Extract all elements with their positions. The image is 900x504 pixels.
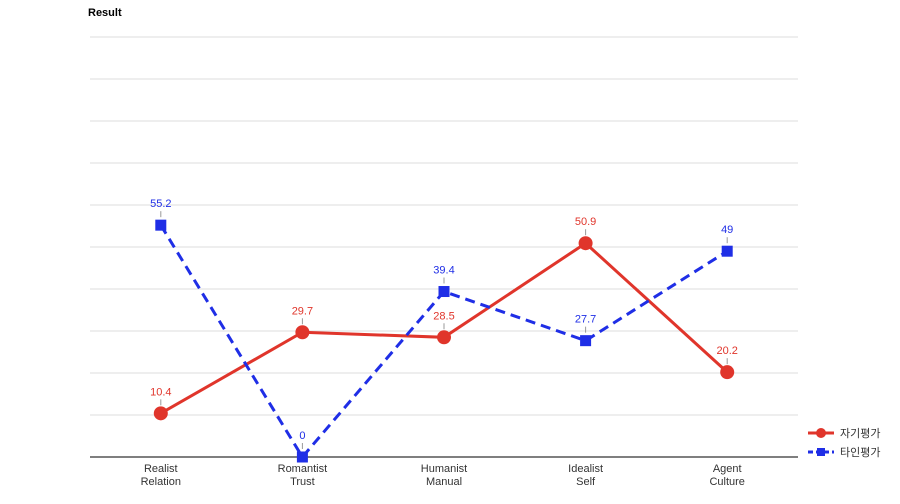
- point: [155, 219, 167, 231]
- point: [438, 286, 450, 298]
- data-label: 55.2: [150, 198, 171, 210]
- data-label: 27.7: [575, 314, 596, 326]
- legend-marker: [817, 448, 825, 456]
- data-label: 28.5: [433, 310, 454, 322]
- x-tick-label: Realist Relation: [140, 463, 181, 488]
- legend-marker: [816, 428, 826, 438]
- point: [437, 330, 451, 345]
- x-tick-label: Agent Culture: [709, 463, 745, 488]
- x-tick-label: Idealist Self: [568, 463, 604, 488]
- data-label: 10.4: [150, 386, 171, 398]
- point: [153, 406, 168, 421]
- point: [296, 451, 308, 463]
- chart-title: Result: [88, 7, 122, 19]
- data-label: 29.7: [292, 305, 313, 317]
- data-label: 39.4: [433, 265, 454, 277]
- point: [578, 236, 593, 251]
- point: [580, 335, 592, 347]
- x-tick-label: Humanist Manual: [420, 463, 468, 488]
- data-label: 50.9: [575, 216, 596, 228]
- x-tick-label: Romantist Trust: [277, 463, 328, 488]
- legend-label: 자기평가: [840, 427, 880, 440]
- point: [721, 245, 733, 257]
- legend-label: 타인평가: [840, 446, 880, 459]
- point: [295, 325, 310, 340]
- data-label: 20.2: [716, 345, 737, 357]
- point: [720, 365, 735, 380]
- data-label: 49: [721, 224, 733, 236]
- data-label: 0: [299, 430, 305, 442]
